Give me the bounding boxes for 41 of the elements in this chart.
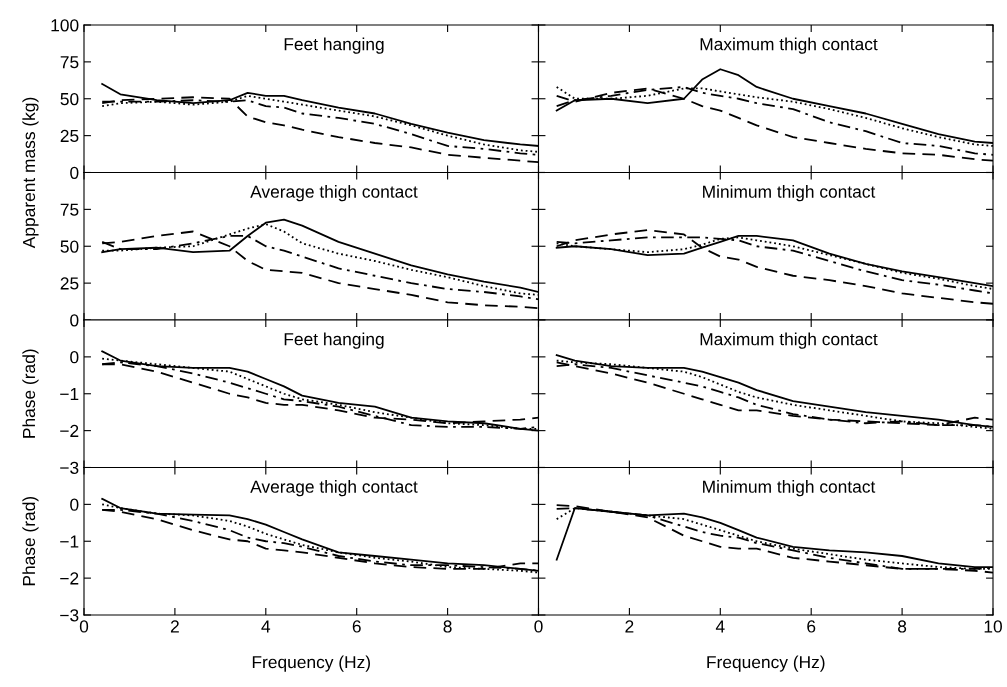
y-tick-label: 75	[60, 203, 79, 216]
y-tick-label: 50	[60, 240, 79, 253]
text: Minimum thigh contact	[703, 185, 876, 202]
x-tick-label: 2	[170, 620, 179, 633]
x-tick-label: 0	[534, 620, 543, 633]
x-axis-title: Frequency (Hz)	[252, 655, 370, 672]
x-tick-label: 0	[79, 620, 89, 633]
x-tick-label: 4	[715, 620, 725, 633]
y-tick-label: 25	[60, 277, 79, 290]
y-tick-label: −3	[60, 609, 79, 622]
y-tick-label: −3	[60, 461, 79, 474]
x-axis-title: Frequency (Hz)	[707, 655, 825, 672]
y-tick-label: 25	[60, 129, 79, 143]
x-tick-label: 8	[898, 620, 907, 633]
y-tick-label: 50	[60, 92, 79, 106]
y-axis-title: Apparent mass (kg)	[22, 97, 39, 249]
x-tick-label: 2	[625, 620, 634, 633]
y-tick-label: −2	[60, 572, 79, 585]
y-tick-label: 75	[60, 56, 79, 69]
y-tick-label: 0	[70, 314, 79, 327]
text: Average thigh contact	[250, 480, 418, 497]
y-tick-label: −1	[60, 388, 79, 401]
text: Feet hanging	[284, 332, 384, 349]
x-tick-label: 4	[261, 620, 271, 633]
text: Minimum thigh contact	[703, 480, 876, 497]
x-tick-label: 8	[443, 620, 452, 633]
y-tick-label: −1	[60, 535, 79, 548]
y-axis-title: Phase (rad)	[22, 496, 39, 586]
y-tick-label: 0	[70, 166, 79, 179]
x-tick-label: 6	[807, 620, 816, 633]
text: Feet hanging	[284, 37, 384, 54]
y-tick-label: 0	[70, 498, 79, 511]
text: Maximum thigh contact	[700, 37, 878, 54]
x-tick-label: 6	[352, 620, 361, 633]
y-tick-label: 100	[51, 19, 79, 32]
text: Maximum thigh contact	[700, 332, 878, 349]
y-tick-label: 0	[70, 351, 79, 364]
y-tick-label: −2	[60, 424, 79, 437]
text: Average thigh contact	[250, 185, 418, 202]
y-axis-title: Phase (rad)	[22, 349, 39, 438]
x-tick-label: 10	[984, 620, 1002, 633]
